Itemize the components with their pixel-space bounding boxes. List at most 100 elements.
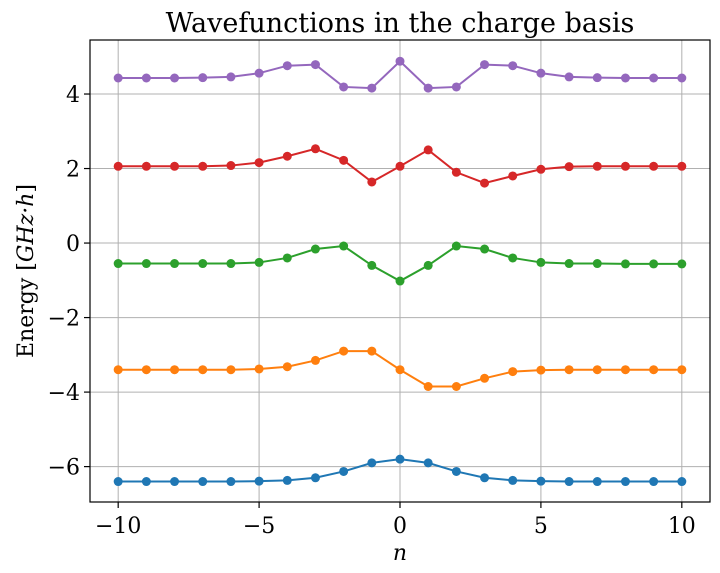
data-point	[564, 162, 574, 172]
data-point	[198, 365, 208, 375]
data-point	[254, 158, 264, 168]
data-point	[677, 259, 687, 269]
data-point	[395, 161, 405, 171]
data-point	[451, 82, 461, 92]
data-point	[395, 56, 405, 66]
data-point	[451, 382, 461, 391]
data-point	[423, 458, 433, 468]
data-point	[141, 161, 151, 171]
data-point	[367, 458, 377, 468]
data-point	[451, 241, 461, 251]
data-point	[113, 365, 123, 375]
data-point	[339, 346, 349, 356]
data-point	[170, 161, 180, 171]
data-point	[113, 477, 123, 487]
data-point	[198, 259, 208, 269]
data-point	[254, 364, 264, 374]
data-point	[649, 73, 659, 83]
data-point	[141, 365, 151, 375]
data-point	[141, 73, 151, 83]
data-point	[649, 161, 659, 171]
data-point	[508, 171, 518, 181]
data-point	[480, 244, 490, 254]
data-point	[395, 454, 405, 464]
data-point	[113, 161, 123, 171]
data-point	[141, 259, 151, 269]
data-point	[677, 365, 687, 375]
data-point	[367, 260, 377, 270]
data-point	[226, 477, 236, 487]
series-2	[113, 346, 687, 391]
data-point	[254, 257, 264, 267]
data-point	[564, 477, 574, 487]
y-axis-label-suffix: ]	[14, 184, 39, 193]
data-point	[536, 365, 546, 375]
x-tick-label: −5	[243, 514, 275, 539]
data-point	[508, 61, 518, 71]
x-tick-label: 0	[393, 514, 407, 539]
y-tick-label: 4	[66, 83, 80, 108]
data-point	[592, 365, 602, 375]
data-point	[620, 161, 630, 171]
data-point	[170, 365, 180, 375]
data-point	[423, 83, 433, 93]
data-point	[282, 362, 292, 372]
data-point	[339, 241, 349, 251]
data-point	[677, 161, 687, 171]
data-point	[141, 477, 151, 487]
x-tick-label: −10	[95, 514, 141, 539]
y-tick-label: 0	[66, 232, 80, 257]
data-point	[254, 68, 264, 78]
series-group	[113, 56, 687, 487]
data-point	[564, 259, 574, 269]
data-point	[367, 177, 377, 187]
data-point	[170, 477, 180, 487]
data-point	[564, 365, 574, 375]
data-point	[310, 473, 320, 483]
data-point	[480, 178, 490, 188]
data-point	[170, 259, 180, 269]
data-point	[508, 253, 518, 263]
data-point	[649, 259, 659, 269]
data-point	[282, 253, 292, 263]
series-5	[113, 56, 687, 93]
data-point	[198, 161, 208, 171]
data-point	[339, 155, 349, 165]
data-point	[310, 244, 320, 254]
x-axis-label: n	[393, 541, 407, 566]
data-point	[536, 68, 546, 78]
series-1	[113, 454, 687, 487]
grid	[90, 40, 710, 502]
y-tick-label: 2	[66, 158, 80, 183]
data-point	[198, 73, 208, 83]
data-point	[339, 82, 349, 92]
y-axis-label-math: GHz·h	[14, 193, 39, 263]
data-point	[226, 72, 236, 82]
data-point	[592, 161, 602, 171]
data-point	[254, 476, 264, 486]
y-axis-label: Energy [GHz·h]	[14, 184, 39, 358]
data-point	[310, 355, 320, 365]
data-point	[395, 276, 405, 286]
data-point	[508, 475, 518, 485]
chart-title: Wavefunctions in the charge basis	[166, 8, 635, 39]
data-point	[677, 73, 687, 83]
x-tick-label: 5	[534, 514, 548, 539]
data-point	[423, 260, 433, 270]
data-point	[592, 477, 602, 487]
data-point	[451, 167, 461, 177]
data-point	[649, 477, 659, 487]
data-point	[620, 73, 630, 83]
data-point	[423, 382, 433, 391]
data-point	[620, 477, 630, 487]
data-point	[480, 473, 490, 483]
data-point	[367, 346, 377, 356]
data-point	[620, 365, 630, 375]
data-point	[226, 259, 236, 269]
data-point	[310, 60, 320, 70]
data-point	[536, 164, 546, 174]
data-point	[282, 475, 292, 485]
data-point	[282, 61, 292, 71]
series-4	[113, 144, 687, 188]
ticks: −10 −5 0 5 10 −6 −4 −2 0 2 4	[48, 83, 696, 539]
